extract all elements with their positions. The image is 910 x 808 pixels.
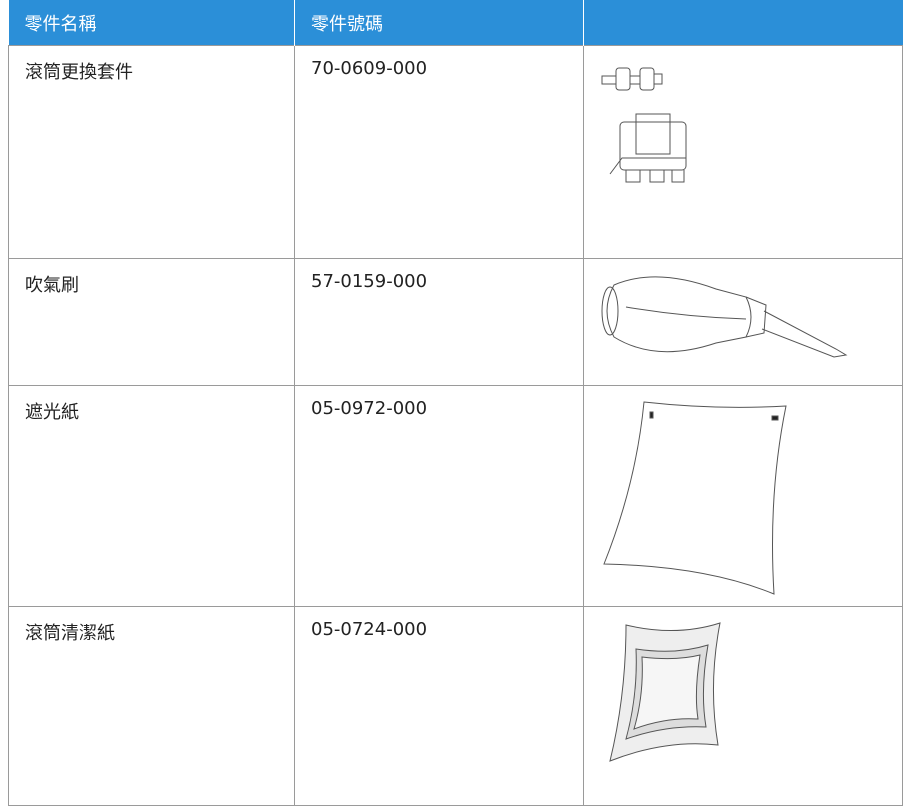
- header-cell: 零件號碼: [294, 0, 584, 46]
- cleaning-paper-image: [609, 622, 721, 762]
- header-cell: [583, 0, 903, 46]
- row: 滾筒更換套件 70-0609-000: [8, 45, 903, 259]
- part-name: 吹氣刷: [8, 258, 295, 386]
- header-row: 零件名稱 零件號碼: [8, 0, 903, 46]
- roller-kit-image: [601, 67, 687, 183]
- image-cell: [583, 385, 903, 607]
- header-cell: 零件名稱: [8, 0, 295, 46]
- image-cell: [583, 45, 903, 259]
- part-number: 57-0159-000: [294, 258, 584, 386]
- row: 遮光紙 05-0972-000: [8, 385, 903, 607]
- blower-image: [601, 276, 848, 358]
- part-name: 滾筒更換套件: [8, 45, 295, 259]
- row: 吹氣刷 57-0159-000: [8, 258, 903, 386]
- image-cell: [583, 606, 903, 806]
- parts-table: 零件名稱 零件號碼 滾筒更換套件 70-0609-000 吹氣刷 57-0159…: [8, 0, 903, 806]
- part-number: 70-0609-000: [294, 45, 584, 259]
- part-number: 05-0972-000: [294, 385, 584, 607]
- image-cell: [583, 258, 903, 386]
- row: 滾筒清潔紙 05-0724-000: [8, 606, 903, 806]
- shading-paper-image: [603, 401, 787, 595]
- part-number: 05-0724-000: [294, 606, 584, 806]
- part-name: 遮光紙: [8, 385, 295, 607]
- part-name: 滾筒清潔紙: [8, 606, 295, 806]
